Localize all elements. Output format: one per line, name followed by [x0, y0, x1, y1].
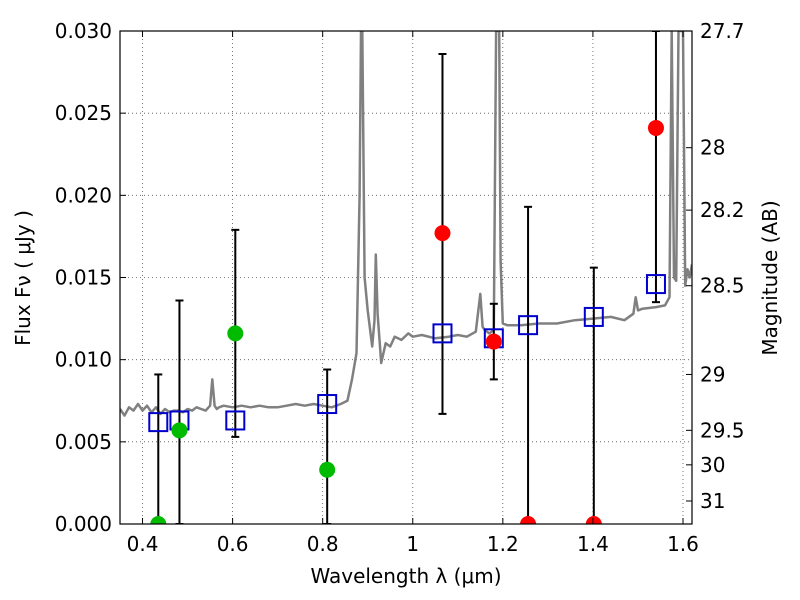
y2-axis-label: Magnitude (AB) [758, 200, 782, 355]
x-axis-label: Wavelength λ (μm) [310, 564, 501, 588]
model-point [317, 394, 338, 415]
y2-tick-label: 29.5 [700, 418, 745, 442]
x-tick-label: 0.6 [217, 532, 249, 556]
model-point [645, 274, 666, 295]
low-snr-point [485, 333, 502, 350]
x-tick-label: 0.4 [127, 532, 159, 556]
y2-tick-label: 28.5 [700, 274, 745, 298]
detected-point [150, 516, 167, 524]
errorbars [154, 31, 660, 524]
y-tick-label: 0.015 [55, 266, 112, 290]
y2-tick-label: 28 [700, 136, 725, 160]
y-tick-label: 0.020 [55, 183, 112, 207]
model-point [148, 412, 169, 433]
x-tick-label: 1.6 [667, 532, 699, 556]
axis-ticks: 0.4 0.6 0.8 1 1.2 1.4 1.6 0.000 0.005 0.010 0.015 0… [55, 19, 745, 556]
x-tick-label: 0.8 [307, 532, 339, 556]
y2-tick-label: 29 [700, 362, 725, 386]
plot-area [120, 31, 692, 417]
model-point [518, 315, 539, 336]
x-tick-label: 1.4 [577, 532, 609, 556]
markers [148, 119, 666, 524]
y-tick-label: 0.025 [55, 101, 112, 125]
y-tick-label: 0.030 [55, 19, 112, 43]
low-snr-point [647, 119, 664, 136]
low-snr-point [434, 225, 451, 242]
detected-point [319, 461, 336, 478]
y2-tick-label: 27.7 [700, 19, 745, 43]
y-tick-label: 0.010 [55, 348, 112, 372]
y-tick-label: 0.000 [55, 512, 112, 536]
low-snr-point [520, 516, 537, 524]
x-tick-label: 1.2 [487, 532, 519, 556]
model-point [225, 410, 246, 431]
model-point [432, 323, 453, 344]
detected-point [171, 422, 188, 439]
y2-tick-label: 28.2 [700, 198, 745, 222]
y2-tick-label: 30 [700, 453, 725, 477]
x-tick-label: 1 [406, 532, 419, 556]
y2-tick-label: 31 [700, 489, 725, 513]
y-tick-label: 0.005 [55, 430, 112, 454]
model-point [583, 306, 604, 327]
y-axis-label: Flux Fν ( μJy ) [11, 210, 35, 346]
detected-point [227, 325, 244, 342]
sed-line [120, 31, 692, 417]
low-snr-point [585, 516, 602, 524]
